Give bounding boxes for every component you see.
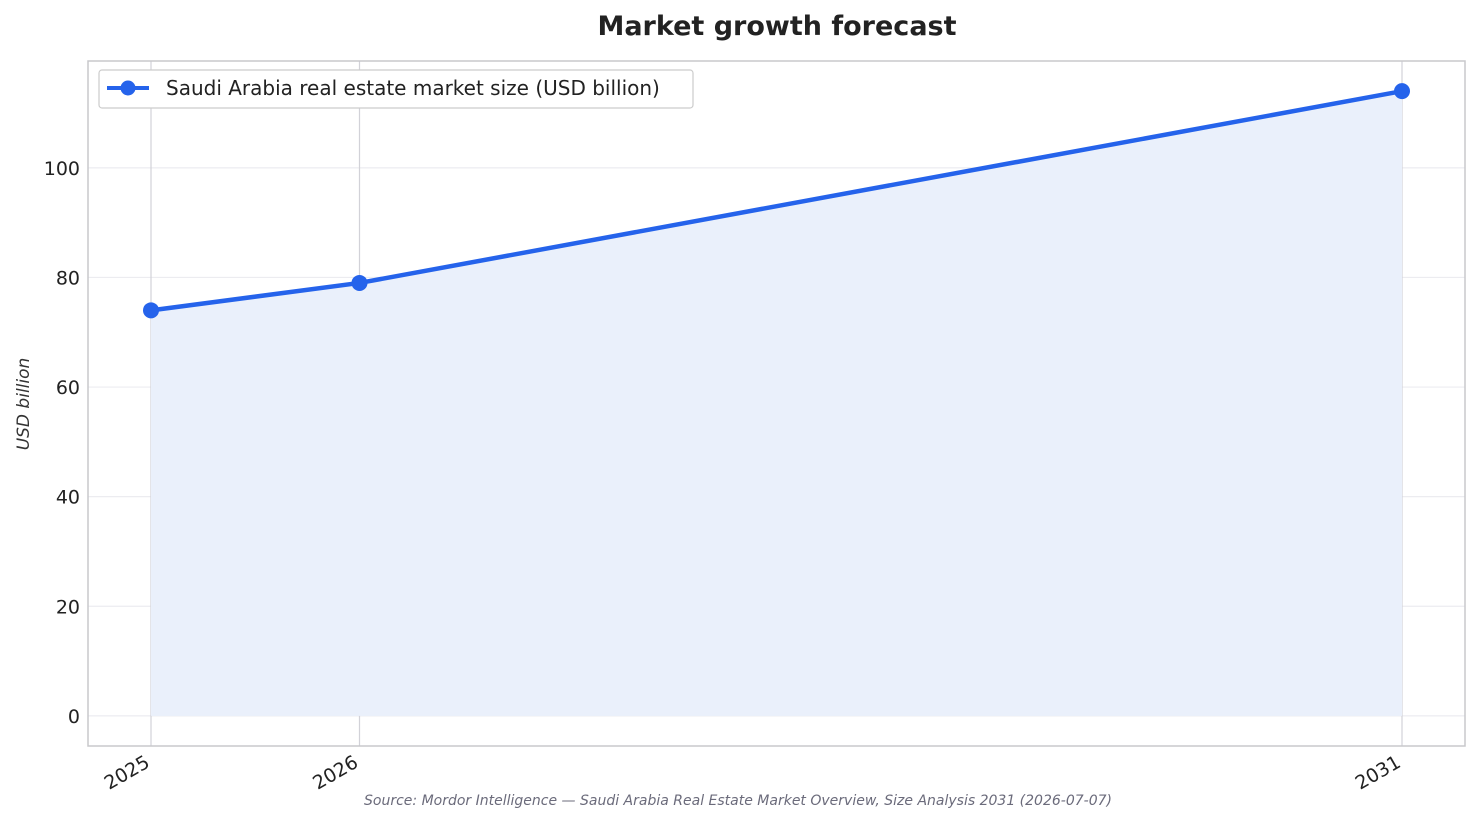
x-tick-label: 2026 [309,751,362,794]
y-tick-label: 0 [68,706,80,728]
y-tick-label: 80 [56,267,80,289]
y-tick-label: 20 [56,596,80,618]
x-tick-label: 2025 [101,751,154,794]
legend-box [98,69,694,109]
y-axis-label: USD billion [14,358,34,451]
chart-title: Market growth forecast [597,11,956,42]
data-point [351,274,368,291]
y-tick-labels: 0 20 40 60 80 100 [44,158,80,728]
y-tick-label: 60 [56,377,80,399]
data-point [143,302,159,319]
marker-layer [143,83,1410,319]
legend-series-label: Saudi Arabia real estate market size (US… [166,76,660,100]
plot-frame [87,60,1466,747]
area-fill [151,91,1402,716]
area-layer [151,91,1402,716]
x-tick-labels: 2025 2026 2031 [101,751,1405,794]
legend-marker-swatch [120,80,136,96]
x-tick-label: 2031 [1352,751,1405,794]
y-tick-label: 100 [44,158,80,180]
data-point [1394,83,1410,100]
legend: Saudi Arabia real estate market size (US… [98,69,694,109]
source-note: Source: Mordor Intelligence — Saudi Arab… [364,793,1112,809]
y-tick-label: 40 [56,487,80,509]
